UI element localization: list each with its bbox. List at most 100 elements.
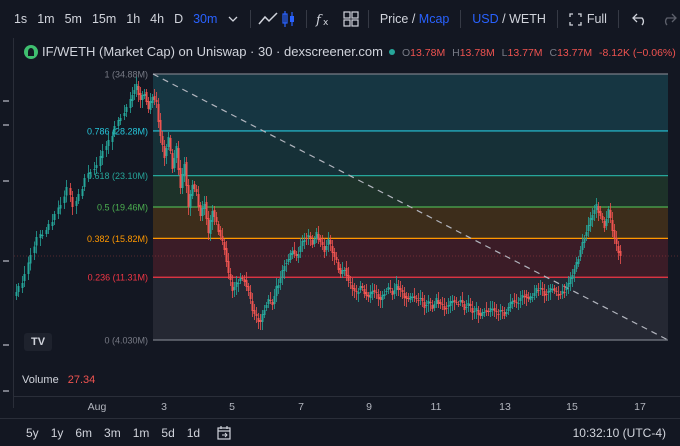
candle-body [439, 302, 442, 304]
range-5y[interactable]: 5y [26, 425, 39, 440]
weth-label: WETH [509, 12, 546, 26]
candle-body [513, 300, 516, 302]
tool-marker[interactable] [3, 344, 9, 346]
candle-body [243, 279, 246, 282]
time-axis[interactable]: Aug 3 5 7 9 11 13 15 17 [14, 396, 680, 414]
candle-body [367, 295, 370, 297]
interval-1s[interactable]: 1s [13, 12, 28, 26]
candle-body [535, 288, 538, 293]
candle-body [111, 136, 114, 142]
low-value: 13.77M [507, 47, 543, 59]
candle-body [565, 288, 568, 290]
redo-icon[interactable] [658, 7, 680, 31]
tool-marker[interactable] [3, 260, 9, 262]
interval-15m[interactable]: 15m [91, 12, 117, 26]
divider [367, 10, 369, 28]
candle-body [253, 310, 256, 314]
undo-icon[interactable] [629, 7, 651, 31]
range-5d[interactable]: 5d [161, 425, 175, 440]
interval-30m[interactable]: 30m [193, 12, 218, 26]
candle-body [239, 278, 242, 281]
candle-body [297, 254, 300, 258]
candle-body [231, 282, 234, 291]
candle-body [567, 283, 570, 287]
candle-body [107, 140, 110, 146]
candle-body [365, 292, 368, 296]
full-label: Full [586, 12, 607, 26]
candle-body [41, 235, 44, 236]
range-3m[interactable]: 3m [104, 425, 121, 440]
interval-1h[interactable]: 1h [126, 12, 141, 26]
candle-body [351, 285, 354, 289]
chevron-down-icon[interactable] [222, 7, 244, 31]
candle-body [263, 310, 266, 315]
volume-legend: Volume 27.34 [22, 374, 95, 386]
interval-1m[interactable]: 1m [37, 12, 55, 26]
candle-body [525, 294, 528, 298]
price-mcap-toggle[interactable]: Price / Mcap [375, 12, 455, 26]
layout-grid-icon[interactable] [340, 7, 362, 31]
tool-marker[interactable] [3, 100, 9, 102]
fullscreen-button[interactable]: Full [564, 12, 612, 26]
candle-body [343, 270, 346, 271]
candle-body [605, 219, 608, 226]
candle-body [213, 210, 216, 217]
candle-body [587, 225, 590, 231]
volume-value: 27.34 [67, 374, 96, 386]
candle-body [269, 300, 272, 301]
candle-body [397, 286, 400, 290]
candle-body [99, 156, 102, 166]
candle-body [435, 298, 438, 304]
candle-body [327, 239, 330, 245]
interval-5m[interactable]: 5m [64, 12, 82, 26]
candle-body [157, 104, 160, 122]
candle-body [511, 301, 514, 304]
candle-body [217, 224, 220, 232]
candle-body [579, 250, 582, 257]
candle-body [173, 158, 176, 168]
candle-body [529, 296, 532, 300]
range-6m[interactable]: 6m [75, 425, 93, 440]
candle-body [205, 202, 208, 219]
interval-4h[interactable]: 4h [150, 12, 165, 26]
candle-body [495, 311, 498, 312]
candle-body [181, 174, 184, 188]
candle-body [299, 246, 302, 252]
chart-pane[interactable]: 1 (34.88M) 0.786 (28.28M) 0.618 (23.10M) 0.… [14, 38, 680, 362]
candle-body [475, 308, 478, 311]
candle-body [459, 300, 462, 302]
tradingview-logo[interactable]: TV [24, 333, 52, 351]
currency-toggle[interactable]: USD / WETH [467, 12, 551, 26]
candle-body [315, 232, 318, 239]
candle-body [119, 118, 122, 121]
candle-body [487, 311, 490, 312]
price-chart[interactable]: 1 (34.88M) 0.786 (28.28M) 0.618 (23.10M) 0.… [14, 38, 680, 362]
candle-body [131, 95, 134, 101]
candle-body [301, 241, 304, 246]
candle-body [399, 288, 402, 290]
candle-body [371, 291, 374, 294]
candlestick-icon[interactable] [278, 7, 300, 31]
candle-body [147, 101, 150, 109]
interval-d[interactable]: D [174, 12, 184, 26]
candle-body [581, 242, 584, 250]
candle-body [267, 299, 270, 304]
candle-body [329, 240, 332, 244]
candle-body [441, 304, 444, 305]
range-1m[interactable]: 1m [132, 425, 150, 440]
candle-body [409, 296, 412, 300]
range-1d[interactable]: 1d [186, 425, 201, 440]
candle-body [293, 250, 296, 254]
tool-marker[interactable] [3, 124, 9, 126]
candle-body [257, 318, 260, 322]
candle-body [295, 254, 298, 256]
line-chart-icon[interactable] [257, 7, 279, 31]
tool-marker[interactable] [3, 180, 9, 182]
range-1y[interactable]: 1y [50, 425, 64, 440]
clock-timezone[interactable]: 10:32:10 (UTC-4) [572, 425, 666, 440]
go-to-date-icon[interactable] [214, 423, 234, 443]
candle-body [575, 262, 578, 269]
tool-marker[interactable] [3, 390, 9, 392]
mcap-label: Mcap [418, 12, 450, 26]
